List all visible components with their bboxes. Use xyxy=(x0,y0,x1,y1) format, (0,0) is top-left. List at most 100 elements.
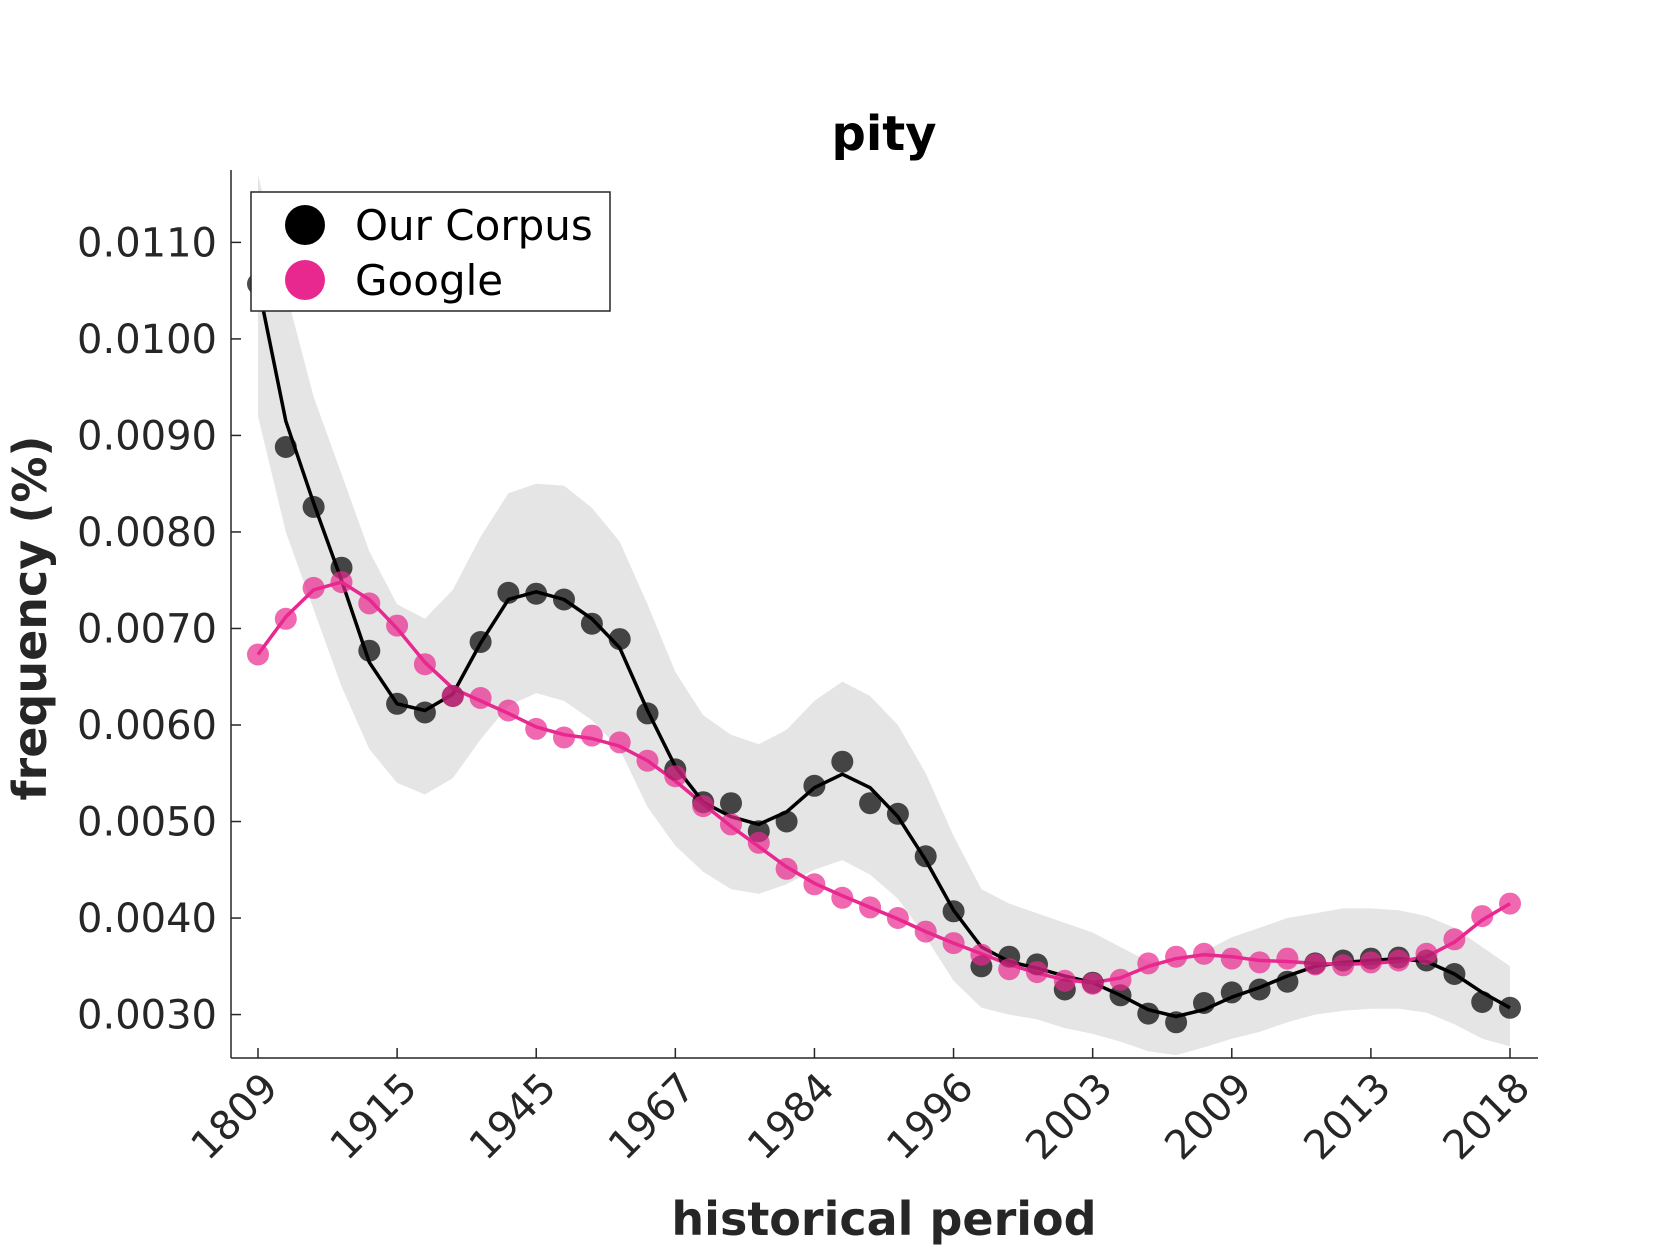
chart-title: pity xyxy=(831,106,936,162)
data-point-google xyxy=(1499,892,1521,915)
data-point-google xyxy=(1109,968,1132,991)
data-point-google xyxy=(274,607,297,630)
data-point-google xyxy=(1026,961,1048,984)
series-lines-layer xyxy=(256,283,1511,1019)
data-point-google xyxy=(998,958,1021,981)
x-tick-label: 2009 xyxy=(1156,1065,1261,1170)
series-line-google xyxy=(256,580,1511,985)
data-point-google xyxy=(1304,953,1327,976)
data-point-google xyxy=(330,571,353,594)
data-point-google xyxy=(803,873,826,896)
data-point-google xyxy=(441,685,464,707)
data-point-google xyxy=(636,749,659,772)
data-point-our-corpus xyxy=(413,701,436,724)
data-point-our-corpus xyxy=(386,692,409,715)
data-point-google xyxy=(914,920,937,943)
data-point-google xyxy=(970,943,993,966)
legend-marker-google xyxy=(285,260,325,300)
data-point-our-corpus xyxy=(1499,996,1521,1019)
x-tick-label: 1984 xyxy=(739,1065,844,1170)
data-point-google xyxy=(1471,905,1494,928)
y-tick-label: 0.0040 xyxy=(77,896,217,942)
data-point-google xyxy=(580,724,603,747)
data-point-google xyxy=(859,896,882,919)
confidence-band-layer xyxy=(258,174,1510,1056)
data-point-google xyxy=(247,643,269,666)
data-point-google xyxy=(386,614,409,637)
data-point-our-corpus xyxy=(803,774,826,797)
data-point-google xyxy=(608,731,631,754)
y-tick-label: 0.0060 xyxy=(77,703,217,749)
data-point-google xyxy=(1248,951,1271,974)
x-tick-label: 2003 xyxy=(1017,1065,1122,1170)
y-tick-label: 0.0030 xyxy=(77,993,217,1039)
data-point-our-corpus xyxy=(914,845,937,868)
data-point-google xyxy=(413,653,436,676)
data-point-google xyxy=(831,886,854,909)
data-point-google xyxy=(1165,945,1188,968)
y-ticks: 0.0030 0.0040 0.0050 0.0060 0.0070 0.0080 0.00… xyxy=(77,220,241,1039)
data-point-our-corpus xyxy=(302,495,325,518)
data-point-our-corpus xyxy=(859,792,882,815)
data-point-google xyxy=(1220,947,1243,970)
x-tick-label: 2018 xyxy=(1435,1065,1540,1170)
y-tick-label: 0.0110 xyxy=(77,220,217,266)
data-point-our-corpus xyxy=(525,582,548,605)
legend: Our Corpus Google xyxy=(250,191,611,312)
data-point-our-corpus xyxy=(497,581,520,604)
data-point-google xyxy=(469,687,492,709)
data-point-our-corpus xyxy=(720,792,742,815)
data-point-our-corpus xyxy=(1443,963,1466,985)
data-point-google xyxy=(1415,942,1438,965)
data-point-our-corpus xyxy=(1220,981,1243,1004)
data-point-google xyxy=(553,726,575,749)
series-line-our-corpus xyxy=(256,283,1511,1019)
x-ticks: 1809 1915 1945 1967 1984 1996 2003 2009 2013 2018 xyxy=(183,1048,1540,1170)
data-point-our-corpus xyxy=(1471,991,1494,1013)
data-point-our-corpus xyxy=(1276,970,1299,993)
data-point-google xyxy=(1193,942,1215,965)
y-tick-label: 0.0100 xyxy=(77,317,217,363)
data-point-google xyxy=(775,857,798,880)
data-point-google xyxy=(1332,954,1355,977)
data-point-google xyxy=(1443,928,1466,951)
data-point-our-corpus xyxy=(1193,992,1215,1014)
data-point-google xyxy=(747,831,770,854)
data-point-google xyxy=(525,717,548,740)
data-point-google xyxy=(358,592,381,615)
data-point-our-corpus xyxy=(942,900,965,923)
x-tick-label: 1809 xyxy=(183,1065,288,1170)
data-point-our-corpus xyxy=(608,628,631,651)
data-point-google xyxy=(664,765,687,788)
y-axis-title: frequency (%) xyxy=(3,436,57,801)
data-point-our-corpus xyxy=(1137,1002,1160,1025)
data-point-our-corpus xyxy=(469,631,492,653)
x-axis-title: historical period xyxy=(671,1192,1096,1246)
data-point-our-corpus xyxy=(553,588,575,611)
data-point-google xyxy=(497,699,520,722)
axes xyxy=(230,170,1538,1059)
data-point-our-corpus xyxy=(831,750,854,773)
x-tick-label: 1915 xyxy=(322,1065,427,1170)
data-point-google xyxy=(1081,972,1104,995)
data-point-google xyxy=(720,813,742,836)
data-point-our-corpus xyxy=(274,436,297,458)
x-tick-label: 2013 xyxy=(1295,1065,1400,1170)
data-point-google xyxy=(942,932,965,955)
data-point-google xyxy=(1276,947,1299,970)
data-point-our-corpus xyxy=(1165,1011,1188,1034)
data-point-google xyxy=(1387,949,1410,972)
series-points-layer xyxy=(247,272,1521,1034)
data-point-our-corpus xyxy=(886,802,909,825)
data-point-our-corpus xyxy=(358,639,381,662)
confidence-band-our-corpus xyxy=(258,174,1510,1056)
data-point-our-corpus xyxy=(636,702,659,725)
y-tick-label: 0.0050 xyxy=(77,800,217,846)
data-point-google xyxy=(692,795,715,818)
x-tick-label: 1967 xyxy=(600,1065,705,1170)
x-tick-label: 1945 xyxy=(461,1065,566,1170)
legend-label-google: Google xyxy=(355,256,503,305)
data-point-google xyxy=(302,576,325,599)
y-tick-label: 0.0080 xyxy=(77,510,217,556)
